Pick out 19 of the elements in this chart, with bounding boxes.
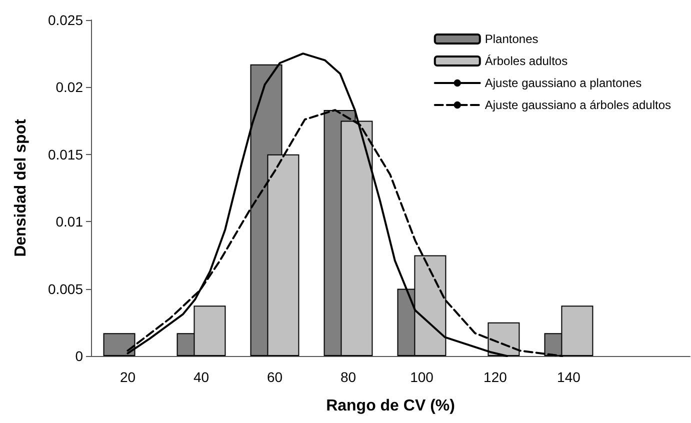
legend-label: Árboles adultos (484, 54, 568, 68)
x-tick-label: 100 (410, 369, 434, 385)
legend-label: Ajuste gaussiano a árboles adultos (484, 98, 671, 112)
x-axis-title: Rango de CV (%) (326, 398, 455, 414)
x-tick-label: 60 (266, 369, 283, 385)
legend-label: Plantones (484, 32, 538, 46)
y-tick-label: 0 (75, 348, 84, 364)
y-tick-label: 0.015 (48, 146, 84, 162)
legend-label: Ajuste gaussiano a plantones (484, 76, 642, 90)
y-tick-label: 0.005 (48, 280, 84, 297)
x-tick-label: 20 (120, 369, 136, 385)
x-tick-label: 80 (340, 369, 356, 385)
y-tick-label: 0.025 (48, 12, 84, 28)
y-tick-label: 0.01 (56, 214, 84, 230)
y-axis-title: Densidad del spot (12, 118, 30, 257)
y-tick-label: 0.02 (56, 79, 84, 96)
x-tick-label: 40 (193, 369, 210, 385)
x-tick-label: 120 (484, 369, 508, 385)
x-tick-label: 140 (557, 369, 581, 385)
